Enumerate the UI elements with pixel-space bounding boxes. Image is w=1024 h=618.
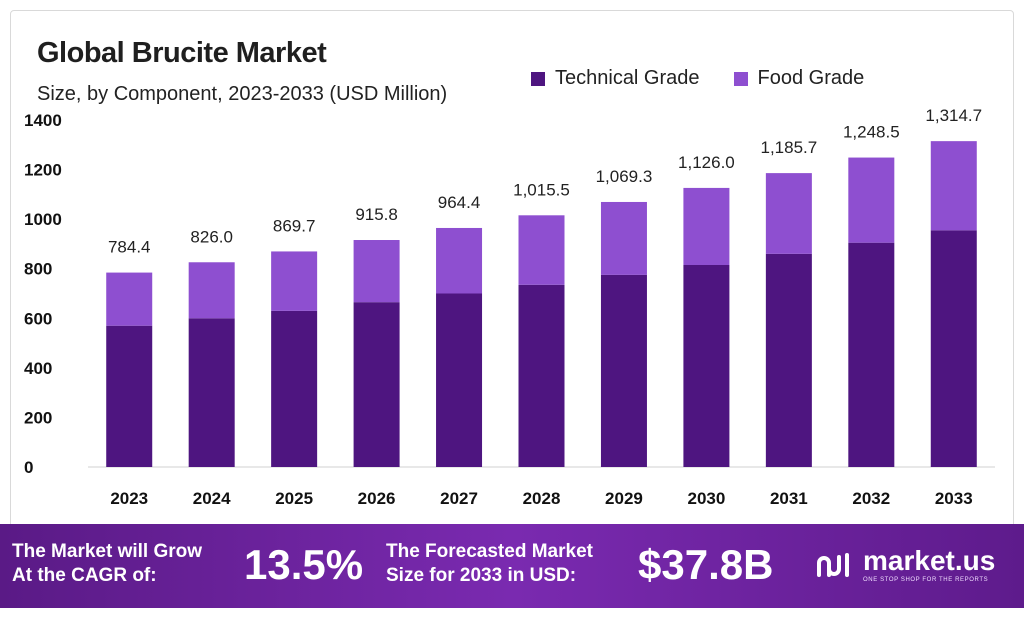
forecast-label: The Forecasted Market Size for 2033 in U… — [386, 540, 593, 588]
bar-technical-grade-2027 — [436, 293, 483, 467]
cagr-value: 13.5% — [244, 541, 364, 588]
bar-food-grade-2031 — [765, 173, 812, 254]
y-tick-label: 800 — [24, 260, 52, 279]
y-tick-label: 200 — [24, 408, 52, 427]
bar-food-grade-2032 — [848, 157, 895, 243]
total-label-2032: 1,248.5 — [843, 123, 900, 142]
legend-swatch-technical-grade — [531, 71, 545, 86]
y-tick-label: 1200 — [24, 161, 62, 180]
x-tick-label-2028: 2028 — [523, 489, 561, 508]
total-label-2024: 826.0 — [190, 227, 233, 246]
bar-food-grade-2028 — [518, 215, 565, 285]
bar-food-grade-2030 — [683, 187, 730, 265]
x-tick-label-2023: 2023 — [110, 489, 148, 508]
chart-title: Global Brucite Market — [37, 37, 327, 69]
forecast-label-line2: Size for 2033 in USD: — [386, 565, 577, 586]
bar-technical-grade-2023 — [106, 325, 153, 467]
legend-label-technical-grade: Technical Grade — [555, 67, 700, 89]
bar-food-grade-2029 — [600, 201, 647, 275]
bar-food-grade-2027 — [436, 227, 483, 294]
y-tick-label: 1000 — [24, 210, 62, 229]
x-tick-label-2026: 2026 — [358, 489, 396, 508]
bar-technical-grade-2024 — [188, 318, 235, 467]
total-label-2027: 964.4 — [438, 193, 481, 212]
bar-food-grade-2023 — [106, 272, 153, 326]
total-label-2026: 915.8 — [355, 205, 398, 224]
bar-food-grade-2026 — [353, 240, 400, 303]
legend-swatch-food-grade — [733, 71, 748, 86]
x-tick-label-2032: 2032 — [852, 489, 890, 508]
total-label-2030: 1,126.0 — [678, 153, 735, 172]
x-tick-label-2030: 2030 — [687, 489, 725, 508]
bar-technical-grade-2026 — [353, 302, 400, 467]
x-tick-label-2025: 2025 — [275, 489, 313, 508]
total-label-2025: 869.7 — [273, 216, 316, 235]
brand-logo: market.us ONE STOP SHOP FOR THE REPORTS — [815, 546, 995, 583]
bar-technical-grade-2028 — [518, 284, 565, 467]
x-tick-label-2024: 2024 — [193, 489, 231, 508]
brand-tagline: ONE STOP SHOP FOR THE REPORTS — [863, 577, 989, 583]
summary-banner: The Market will Grow At the CAGR of: 13.… — [0, 524, 1024, 608]
cagr-label-line2: At the CAGR of: — [12, 565, 157, 586]
x-tick-label-2027: 2027 — [440, 489, 478, 508]
x-tick-label-2029: 2029 — [605, 489, 643, 508]
bar-technical-grade-2029 — [600, 274, 647, 467]
legend: Technical Grade Food Grade — [531, 67, 864, 90]
cagr-label-line1: The Market will Grow — [12, 541, 203, 562]
legend-item-food-grade: Food Grade — [733, 67, 865, 90]
bar-technical-grade-2031 — [765, 253, 812, 467]
x-tick-label-2031: 2031 — [770, 489, 808, 508]
market-us-logo-icon — [817, 552, 849, 577]
legend-label-food-grade: Food Grade — [757, 67, 865, 89]
cagr-label: The Market will Grow At the CAGR of: — [12, 540, 202, 588]
bar-technical-grade-2025 — [271, 310, 318, 467]
y-tick-label: 600 — [24, 309, 52, 328]
bar-technical-grade-2033 — [930, 230, 977, 467]
y-tick-label: 0 — [24, 458, 33, 477]
total-label-2029: 1,069.3 — [596, 167, 653, 186]
chart-subtitle: Size, by Component, 2023-2033 (USD Milli… — [37, 83, 448, 105]
legend-item-technical-grade: Technical Grade — [531, 67, 700, 90]
total-label-2023: 784.4 — [108, 238, 151, 257]
total-label-2028: 1,015.5 — [513, 180, 570, 199]
brand-name: market.us — [863, 545, 996, 576]
chart-frame: Global Brucite Market Size, by Component… — [10, 10, 1014, 608]
stacked-bar-chart: 0 200 400 600 800 1000 1200 1400 784.4 2023 826.0 2… — [24, 106, 995, 508]
x-tick-label-2033: 2033 — [935, 489, 973, 508]
total-label-2033: 1,314.7 — [925, 106, 982, 125]
forecast-value: $37.8B — [638, 541, 774, 588]
bar-technical-grade-2032 — [848, 242, 895, 467]
bar-food-grade-2033 — [930, 141, 977, 231]
bar-food-grade-2024 — [188, 262, 235, 319]
y-tick-label: 400 — [24, 359, 52, 378]
bar-food-grade-2025 — [271, 251, 318, 311]
y-tick-label: 1400 — [24, 111, 62, 130]
bar-technical-grade-2030 — [683, 264, 730, 467]
total-label-2031: 1,185.7 — [760, 138, 817, 157]
forecast-label-line1: The Forecasted Market — [386, 541, 593, 562]
